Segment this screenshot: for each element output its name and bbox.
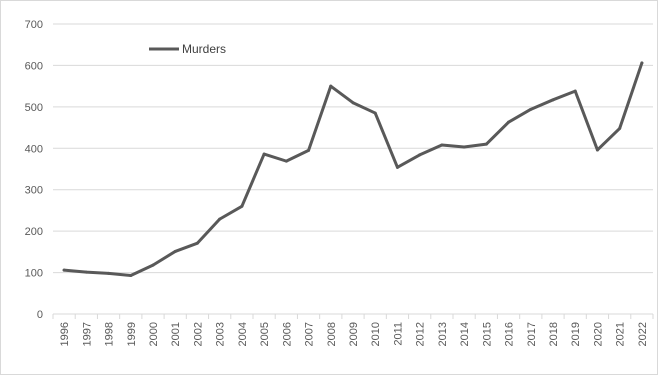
x-tick-label: 2005: [259, 322, 271, 346]
y-tick-label: 400: [25, 143, 43, 155]
data-point: [418, 153, 422, 157]
y-tick-label: 100: [25, 268, 43, 280]
x-tick-label: 2011: [392, 322, 404, 346]
x-tick-label: 2003: [215, 322, 227, 346]
data-point: [595, 148, 599, 152]
data-point: [351, 101, 355, 105]
gridlines: [53, 23, 653, 274]
data-point: [618, 126, 622, 130]
data-point: [262, 152, 266, 156]
y-tick-label: 500: [25, 102, 43, 114]
x-tick-label: 2004: [237, 322, 249, 346]
x-tick-label: 2016: [504, 322, 516, 346]
x-tick-label: 2015: [481, 322, 493, 346]
data-point: [484, 142, 488, 146]
data-point: [462, 145, 466, 149]
x-tick-label: 2013: [437, 322, 449, 346]
data-point: [195, 241, 199, 245]
data-point: [507, 120, 511, 124]
legend: Murders: [149, 42, 226, 56]
series-line-murders: [62, 61, 644, 277]
x-tick-label: 2001: [170, 322, 182, 346]
data-point: [84, 270, 88, 274]
data-point: [129, 273, 133, 277]
y-tick-label: 700: [25, 19, 43, 31]
x-tick-label: 2007: [304, 322, 316, 346]
x-axis-tick-labels: 1996 1997 1998 1999 2000 2001 2002 2003 2004 2005…: [52, 314, 654, 346]
data-point: [151, 263, 155, 267]
data-point: [62, 268, 66, 272]
x-tick-label: 2008: [326, 322, 338, 346]
y-tick-label: 200: [25, 226, 43, 238]
data-point: [529, 107, 533, 111]
data-point: [107, 271, 111, 275]
x-tick-label: 2014: [459, 322, 471, 346]
x-tick-label: 1996: [59, 322, 71, 346]
series-group: [62, 61, 644, 277]
data-point: [173, 249, 177, 253]
data-point: [373, 111, 377, 115]
x-tick-label: 1999: [126, 322, 138, 346]
x-tick-label: 2002: [192, 322, 204, 346]
y-axis-tick-labels: 0 100 200 300 400 500 600 700: [25, 19, 43, 321]
legend-label-murders: Murders: [182, 42, 226, 56]
y-tick-label: 0: [37, 309, 43, 321]
data-point: [551, 98, 555, 102]
data-point: [440, 143, 444, 147]
data-point: [307, 148, 311, 152]
data-point: [395, 165, 399, 169]
y-tick-label: 300: [25, 185, 43, 197]
x-tick-label: 2022: [637, 322, 649, 346]
x-tick-label: 2009: [348, 322, 360, 346]
x-tick-label: 2006: [281, 322, 293, 346]
y-tick-label: 600: [25, 60, 43, 72]
x-tick-label: 1998: [104, 322, 116, 346]
x-tick-label: 2010: [370, 322, 382, 346]
data-point: [218, 217, 222, 221]
data-point: [240, 204, 244, 208]
x-tick-label: 2018: [548, 322, 560, 346]
data-point: [329, 84, 333, 88]
x-tick-label: 2017: [526, 322, 538, 346]
x-tick-label: 1997: [81, 322, 93, 346]
x-tick-label: 2012: [415, 322, 427, 346]
data-point: [640, 61, 644, 65]
x-tick-label: 2021: [615, 322, 627, 346]
x-tick-label: 2000: [148, 322, 160, 346]
x-tick-label: 2020: [592, 322, 604, 346]
data-point: [284, 159, 288, 163]
data-point: [573, 89, 577, 93]
x-tick-label: 2019: [570, 322, 582, 346]
